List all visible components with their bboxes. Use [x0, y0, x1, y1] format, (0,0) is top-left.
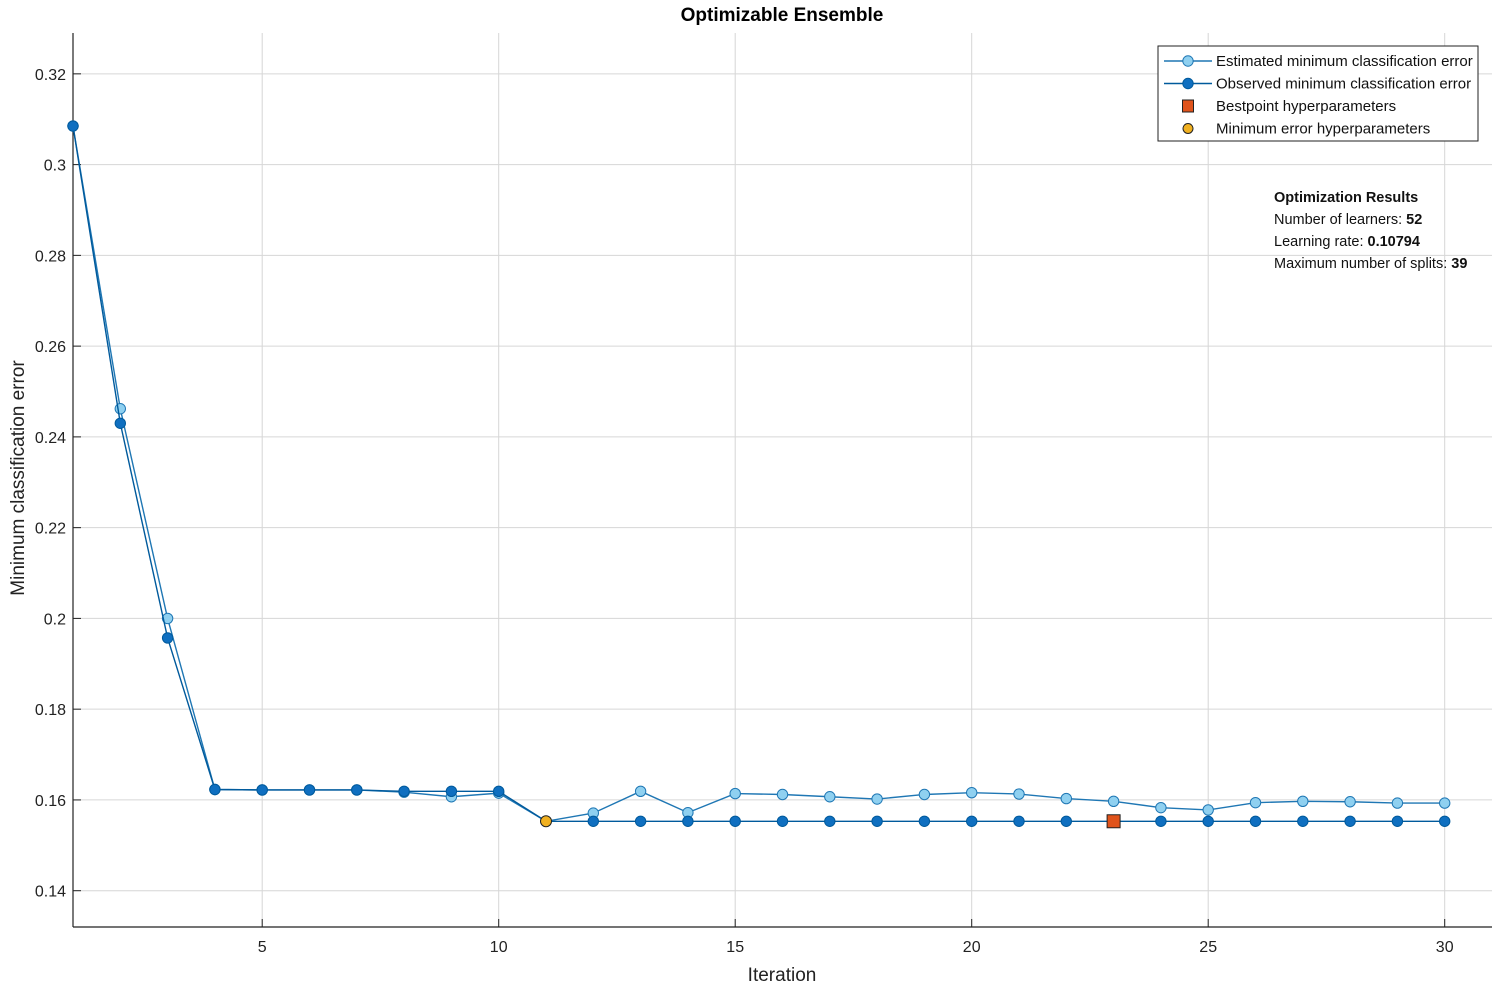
y-tick-label: 0.22: [35, 521, 66, 538]
y-tick-label: 0.3: [44, 158, 66, 175]
series-line-2: [72, 125, 1445, 822]
legend: Estimated minimum classification error Ob…: [1157, 45, 1479, 142]
data-point: [824, 815, 836, 827]
annotation-label: Number of learners:: [1274, 212, 1406, 228]
data-point: [918, 815, 931, 827]
legend-label: Observed minimum classification error: [1216, 76, 1471, 93]
optimization-results: Optimization Results Number of learners: …: [1274, 190, 1467, 272]
legend-marker: [1182, 123, 1194, 134]
y-tick-label: 0.18: [35, 702, 66, 719]
x-tick-label: 10: [490, 939, 508, 956]
y-tick-label: 0.28: [35, 248, 66, 265]
legend-label: Estimated minimum classification error: [1216, 53, 1473, 70]
data-point: [256, 784, 268, 796]
data-point: [114, 403, 127, 415]
x-tick-label: 15: [726, 939, 744, 956]
data-point: [1013, 815, 1025, 827]
data-point: [1249, 796, 1262, 809]
data-point: [161, 632, 174, 644]
data-point: [114, 417, 127, 429]
series-line-1: [72, 125, 1445, 822]
annotation-heading: Optimization Results: [1274, 190, 1418, 206]
data-point: [1155, 815, 1167, 827]
annotation-line: Number of learners: 52: [1274, 212, 1422, 228]
data-point: [729, 815, 741, 827]
data-point: [824, 791, 836, 803]
x-tick-label: 5: [258, 939, 267, 956]
y-axis-label: Minimum classification error: [8, 360, 29, 596]
data-point: [1249, 815, 1262, 827]
data-point: [1391, 815, 1404, 827]
data-point: [634, 815, 647, 827]
data-point: [1155, 801, 1167, 814]
data-point: [1060, 815, 1073, 827]
axes: 5 10 15 20 25 30 0.14 0.16 0.18 0.2 0.22 0.24 0.26 0.…: [35, 33, 1492, 956]
data-point: [1439, 797, 1451, 809]
data-point: [1107, 795, 1120, 807]
y-tick-label: 0.26: [35, 339, 66, 356]
data-point: [966, 815, 978, 827]
y-tick-label: 0.2: [44, 611, 66, 628]
legend-marker: [1182, 99, 1194, 113]
data-point: [398, 785, 410, 798]
y-tick-label: 0.32: [35, 67, 66, 84]
data-point: [1391, 797, 1404, 809]
data-point: [776, 815, 789, 827]
x-axis-label: Iteration: [748, 965, 817, 986]
data-point: [634, 785, 647, 798]
data-point: [871, 815, 883, 827]
data-point: [1013, 788, 1025, 800]
data-point: [209, 783, 221, 796]
data-point: [1297, 795, 1309, 807]
data-point: [871, 793, 883, 805]
annotation-value: 39: [1451, 256, 1467, 272]
chart-title: Optimizable Ensemble: [681, 5, 884, 26]
data-point: [776, 788, 789, 801]
data-point: [729, 787, 741, 800]
minimum-error-marker: [540, 815, 552, 828]
data-point: [918, 788, 931, 801]
data-point: [161, 612, 174, 625]
data-point: [351, 784, 363, 796]
data-point: [1344, 796, 1356, 808]
data-point: [1202, 804, 1214, 816]
legend-label: Minimum error hyperparameters: [1216, 121, 1430, 138]
x-tick-label: 30: [1436, 939, 1454, 956]
grid: [73, 33, 1492, 927]
annotation-value: 0.10794: [1368, 234, 1420, 250]
annotation-label: Maximum number of splits:: [1274, 256, 1451, 272]
y-tick-label: 0.14: [35, 884, 66, 901]
data-point: [1344, 815, 1356, 827]
data-point: [1202, 815, 1214, 827]
data-point: [682, 815, 694, 827]
data-point: [493, 785, 505, 798]
data-point: [1297, 815, 1309, 827]
data-point: [303, 784, 316, 796]
legend-marker: [1182, 77, 1194, 90]
x-tick-label: 20: [963, 939, 981, 956]
annotation-line: Learning rate: 0.10794: [1274, 234, 1420, 250]
y-tick-label: 0.24: [35, 430, 66, 447]
x-tick-label: 25: [1199, 939, 1217, 956]
special-points: [540, 814, 1121, 829]
data-point: [1439, 815, 1451, 827]
annotation-line: Maximum number of splits: 39: [1274, 256, 1467, 272]
data-point: [966, 786, 978, 799]
series-layer: [67, 120, 1451, 827]
data-point: [587, 815, 599, 827]
legend-box: [1157, 45, 1479, 142]
annotation-label: Learning rate:: [1274, 234, 1368, 250]
annotation-value: 52: [1406, 212, 1422, 228]
bestpoint-marker: [1106, 814, 1121, 829]
y-tick-label: 0.16: [35, 793, 66, 810]
data-point: [445, 785, 458, 798]
data-point: [1060, 792, 1073, 805]
data-point: [67, 120, 79, 132]
legend-label: Bestpoint hyperparameters: [1216, 98, 1396, 115]
legend-marker: [1182, 55, 1194, 67]
